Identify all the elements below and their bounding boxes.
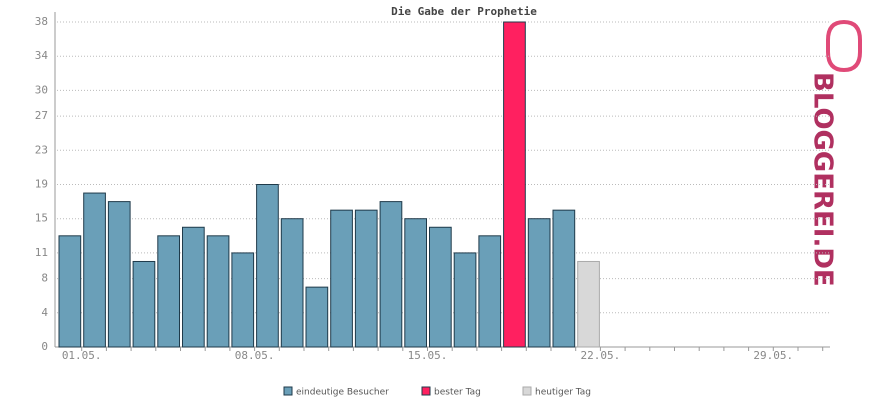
bar	[330, 209, 353, 348]
y-tick-label: 27	[35, 109, 48, 122]
legend-label: heutiger Tag	[535, 388, 591, 398]
logo: BLOGGEREI.DE	[808, 72, 838, 287]
bar	[58, 235, 82, 348]
x-tick-label: 15.05.	[408, 349, 448, 362]
y-tick-label: 0	[41, 340, 48, 353]
y-tick-label: 38	[35, 15, 48, 28]
bar	[404, 218, 427, 348]
x-tick-label: 29.05.	[753, 349, 793, 362]
bar	[478, 235, 502, 348]
legend-label: bester Tag	[434, 388, 481, 398]
y-tick-label: 4	[41, 306, 48, 319]
bar	[157, 235, 181, 348]
bar	[429, 226, 452, 348]
bar	[132, 260, 156, 348]
legend-label: eindeutige Besucher	[296, 388, 389, 398]
bar	[107, 201, 131, 348]
legend-swatch	[522, 386, 532, 396]
bar	[206, 235, 230, 348]
bar	[231, 252, 255, 348]
bar	[503, 21, 526, 348]
bar	[354, 209, 378, 348]
y-tick-label: 8	[41, 272, 48, 285]
y-tick-label: 23	[35, 143, 48, 156]
bar	[280, 218, 304, 348]
logo-icon	[826, 19, 862, 73]
bar	[379, 201, 403, 348]
bar	[453, 252, 477, 348]
chart-title: Die Gabe der Prophetie	[391, 5, 537, 18]
x-tick-label: 01.05.	[62, 349, 102, 362]
bar	[527, 218, 551, 348]
bar	[182, 226, 205, 348]
legend-swatch	[283, 386, 293, 396]
y-tick-label: 34	[35, 49, 49, 62]
bar	[552, 209, 576, 348]
x-tick-label: 22.05.	[581, 349, 621, 362]
y-tick-label: 11	[35, 246, 48, 259]
legend-swatch	[421, 386, 431, 396]
y-tick-label: 19	[35, 178, 48, 191]
bar	[83, 192, 106, 348]
x-tick-label: 08.05.	[235, 349, 275, 362]
bar	[256, 184, 279, 348]
y-tick-label: 15	[35, 212, 48, 225]
bar	[305, 286, 329, 348]
y-tick-label: 30	[35, 83, 48, 96]
bar	[577, 260, 600, 348]
